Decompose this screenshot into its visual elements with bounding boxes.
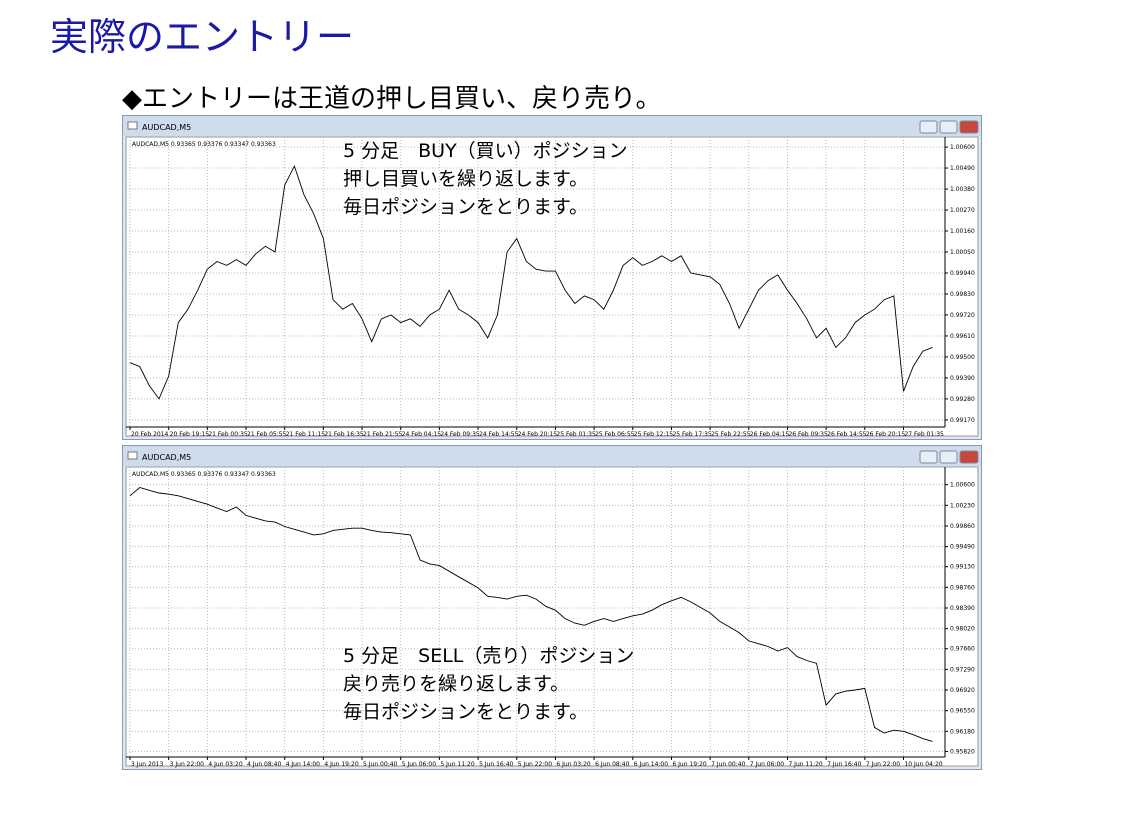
y-tick-label: 1.00050 (950, 249, 975, 256)
title: 実際のエントリー (50, 15, 355, 59)
annotation: 毎日ポジションをとります。 (343, 196, 588, 218)
x-tick-label: 6 Jun 19:20 (672, 761, 706, 768)
y-tick-label: 0.96920 (950, 687, 975, 694)
x-tick-label: 26 Feb 14:55 (827, 431, 867, 438)
y-tick-label: 0.97660 (950, 646, 975, 653)
y-tick-label: 0.99500 (950, 354, 975, 361)
y-tick-label: 0.99860 (950, 523, 975, 530)
y-tick-label: 0.95820 (950, 748, 975, 755)
plot-area (125, 136, 979, 437)
x-tick-label: 10 Jun 04:20 (904, 761, 942, 768)
subtitle: ◆エントリーは王道の押し目買い、戻り売り。 (122, 84, 662, 114)
y-tick-label: 0.99390 (950, 375, 975, 382)
window-title: AUDCAD,M5 (142, 453, 191, 462)
annotation: 5 分足 SELL（売り）ポジション (343, 645, 634, 667)
y-tick-label: 0.99720 (950, 312, 975, 319)
x-tick-label: 7 Jun 06:00 (750, 761, 784, 768)
x-tick-label: 20 Feb 19:15 (170, 431, 210, 438)
x-tick-label: 25 Feb 01:35 (556, 431, 596, 438)
x-tick-label: 25 Feb 06:55 (595, 431, 635, 438)
chart-window: AUDCAD,M5 AUDCAD,M5 0.93365 0.93376 0.933… (122, 445, 982, 770)
maximize-button[interactable] (939, 450, 958, 464)
price-line (129, 164, 933, 400)
y-tick-label: 0.98020 (950, 626, 975, 633)
title-bar (123, 446, 981, 466)
x-tick-label: 5 Jun 22:00 (518, 761, 552, 768)
x-tick-label: 24 Feb 09:35 (440, 431, 480, 438)
x-tick-label: 7 Jun 00:40 (711, 761, 745, 768)
x-tick-label: 21 Feb 11:15 (286, 431, 326, 438)
chart-window: AUDCAD,M5 AUDCAD,M5 0.93365 0.93376 0.933… (122, 115, 982, 440)
annotation: 5 分足 BUY（買い）ポジション (343, 140, 628, 162)
window-title: AUDCAD,M5 (142, 123, 191, 132)
y-tick-label: 0.99610 (950, 333, 975, 340)
annotation: 毎日ポジションをとります。 (343, 701, 588, 723)
y-tick-label: 1.00270 (950, 207, 975, 214)
x-tick-label: 4 Jun 19:20 (324, 761, 358, 768)
minimize-button[interactable] (919, 450, 938, 464)
y-tick-label: 0.99830 (950, 291, 975, 298)
x-tick-label: 21 Feb 05:55 (247, 431, 287, 438)
x-tick-label: 21 Feb 21:55 (363, 431, 403, 438)
window-icon (127, 121, 138, 130)
close-button[interactable] (959, 450, 979, 464)
x-tick-label: 20 Feb 2014 (131, 431, 169, 438)
info-line: AUDCAD,M5 0.93365 0.93376 0.93347 0.9336… (132, 141, 276, 148)
x-tick-label: 26 Feb 04:15 (750, 431, 790, 438)
x-tick-label: 25 Feb 12:15 (634, 431, 674, 438)
y-tick-label: 1.00490 (950, 165, 975, 172)
x-tick-label: 3 Jun 2013 (131, 761, 163, 768)
x-tick-label: 25 Feb 17:35 (672, 431, 712, 438)
title-bar (123, 116, 981, 136)
x-tick-label: 26 Feb 20:15 (866, 431, 906, 438)
window-icon (127, 451, 138, 460)
maximize-button[interactable] (939, 120, 958, 134)
x-tick-label: 21 Feb 16:35 (324, 431, 364, 438)
x-tick-label: 27 Feb 01:35 (904, 431, 944, 438)
x-tick-label: 4 Jun 03:20 (208, 761, 242, 768)
y-tick-label: 0.99170 (950, 417, 975, 424)
y-tick-label: 1.00160 (950, 228, 975, 235)
x-tick-label: 6 Jun 08:40 (595, 761, 629, 768)
x-tick-label: 24 Feb 20:15 (518, 431, 558, 438)
y-tick-label: 0.97290 (950, 666, 975, 673)
y-tick-label: 0.99280 (950, 396, 975, 403)
x-tick-label: 7 Jun 11:20 (788, 761, 822, 768)
y-tick-label: 0.99940 (950, 270, 975, 277)
y-tick-label: 0.98390 (950, 605, 975, 612)
x-tick-label: 25 Feb 22:55 (711, 431, 751, 438)
info-line: AUDCAD,M5 0.93365 0.93376 0.93347 0.9336… (132, 471, 276, 478)
x-tick-label: 6 Jun 14:00 (634, 761, 668, 768)
x-tick-label: 24 Feb 04:15 (402, 431, 442, 438)
x-tick-label: 5 Jun 00:40 (363, 761, 397, 768)
x-tick-label: 3 Jun 22:00 (170, 761, 204, 768)
y-tick-label: 1.00600 (950, 482, 975, 489)
x-tick-label: 5 Jun 11:20 (440, 761, 474, 768)
price-line (129, 486, 933, 742)
annotation: 戻り売りを繰り返します。 (343, 673, 569, 695)
x-tick-label: 5 Jun 16:40 (479, 761, 513, 768)
annotation: 押し目買いを繰り返します。 (343, 168, 588, 190)
x-tick-label: 4 Jun 14:00 (286, 761, 320, 768)
y-tick-label: 1.00230 (950, 502, 975, 509)
x-tick-label: 4 Jun 08:40 (247, 761, 281, 768)
y-tick-label: 0.99130 (950, 564, 975, 571)
x-tick-label: 7 Jun 22:00 (866, 761, 900, 768)
y-tick-label: 1.00600 (950, 144, 975, 151)
y-tick-label: 0.98760 (950, 584, 975, 591)
y-tick-label: 0.96180 (950, 728, 975, 735)
x-tick-label: 6 Jun 03:20 (556, 761, 590, 768)
y-tick-label: 0.96550 (950, 708, 975, 715)
y-tick-label: 0.99490 (950, 544, 975, 551)
x-tick-label: 5 Jun 06:00 (402, 761, 436, 768)
x-tick-label: 26 Feb 09:35 (788, 431, 828, 438)
x-tick-label: 24 Feb 14:55 (479, 431, 519, 438)
minimize-button[interactable] (919, 120, 938, 134)
x-tick-label: 7 Jun 16:40 (827, 761, 861, 768)
x-tick-label: 21 Feb 00:35 (208, 431, 248, 438)
y-tick-label: 1.00380 (950, 186, 975, 193)
plot-area (125, 466, 979, 767)
close-button[interactable] (959, 120, 979, 134)
